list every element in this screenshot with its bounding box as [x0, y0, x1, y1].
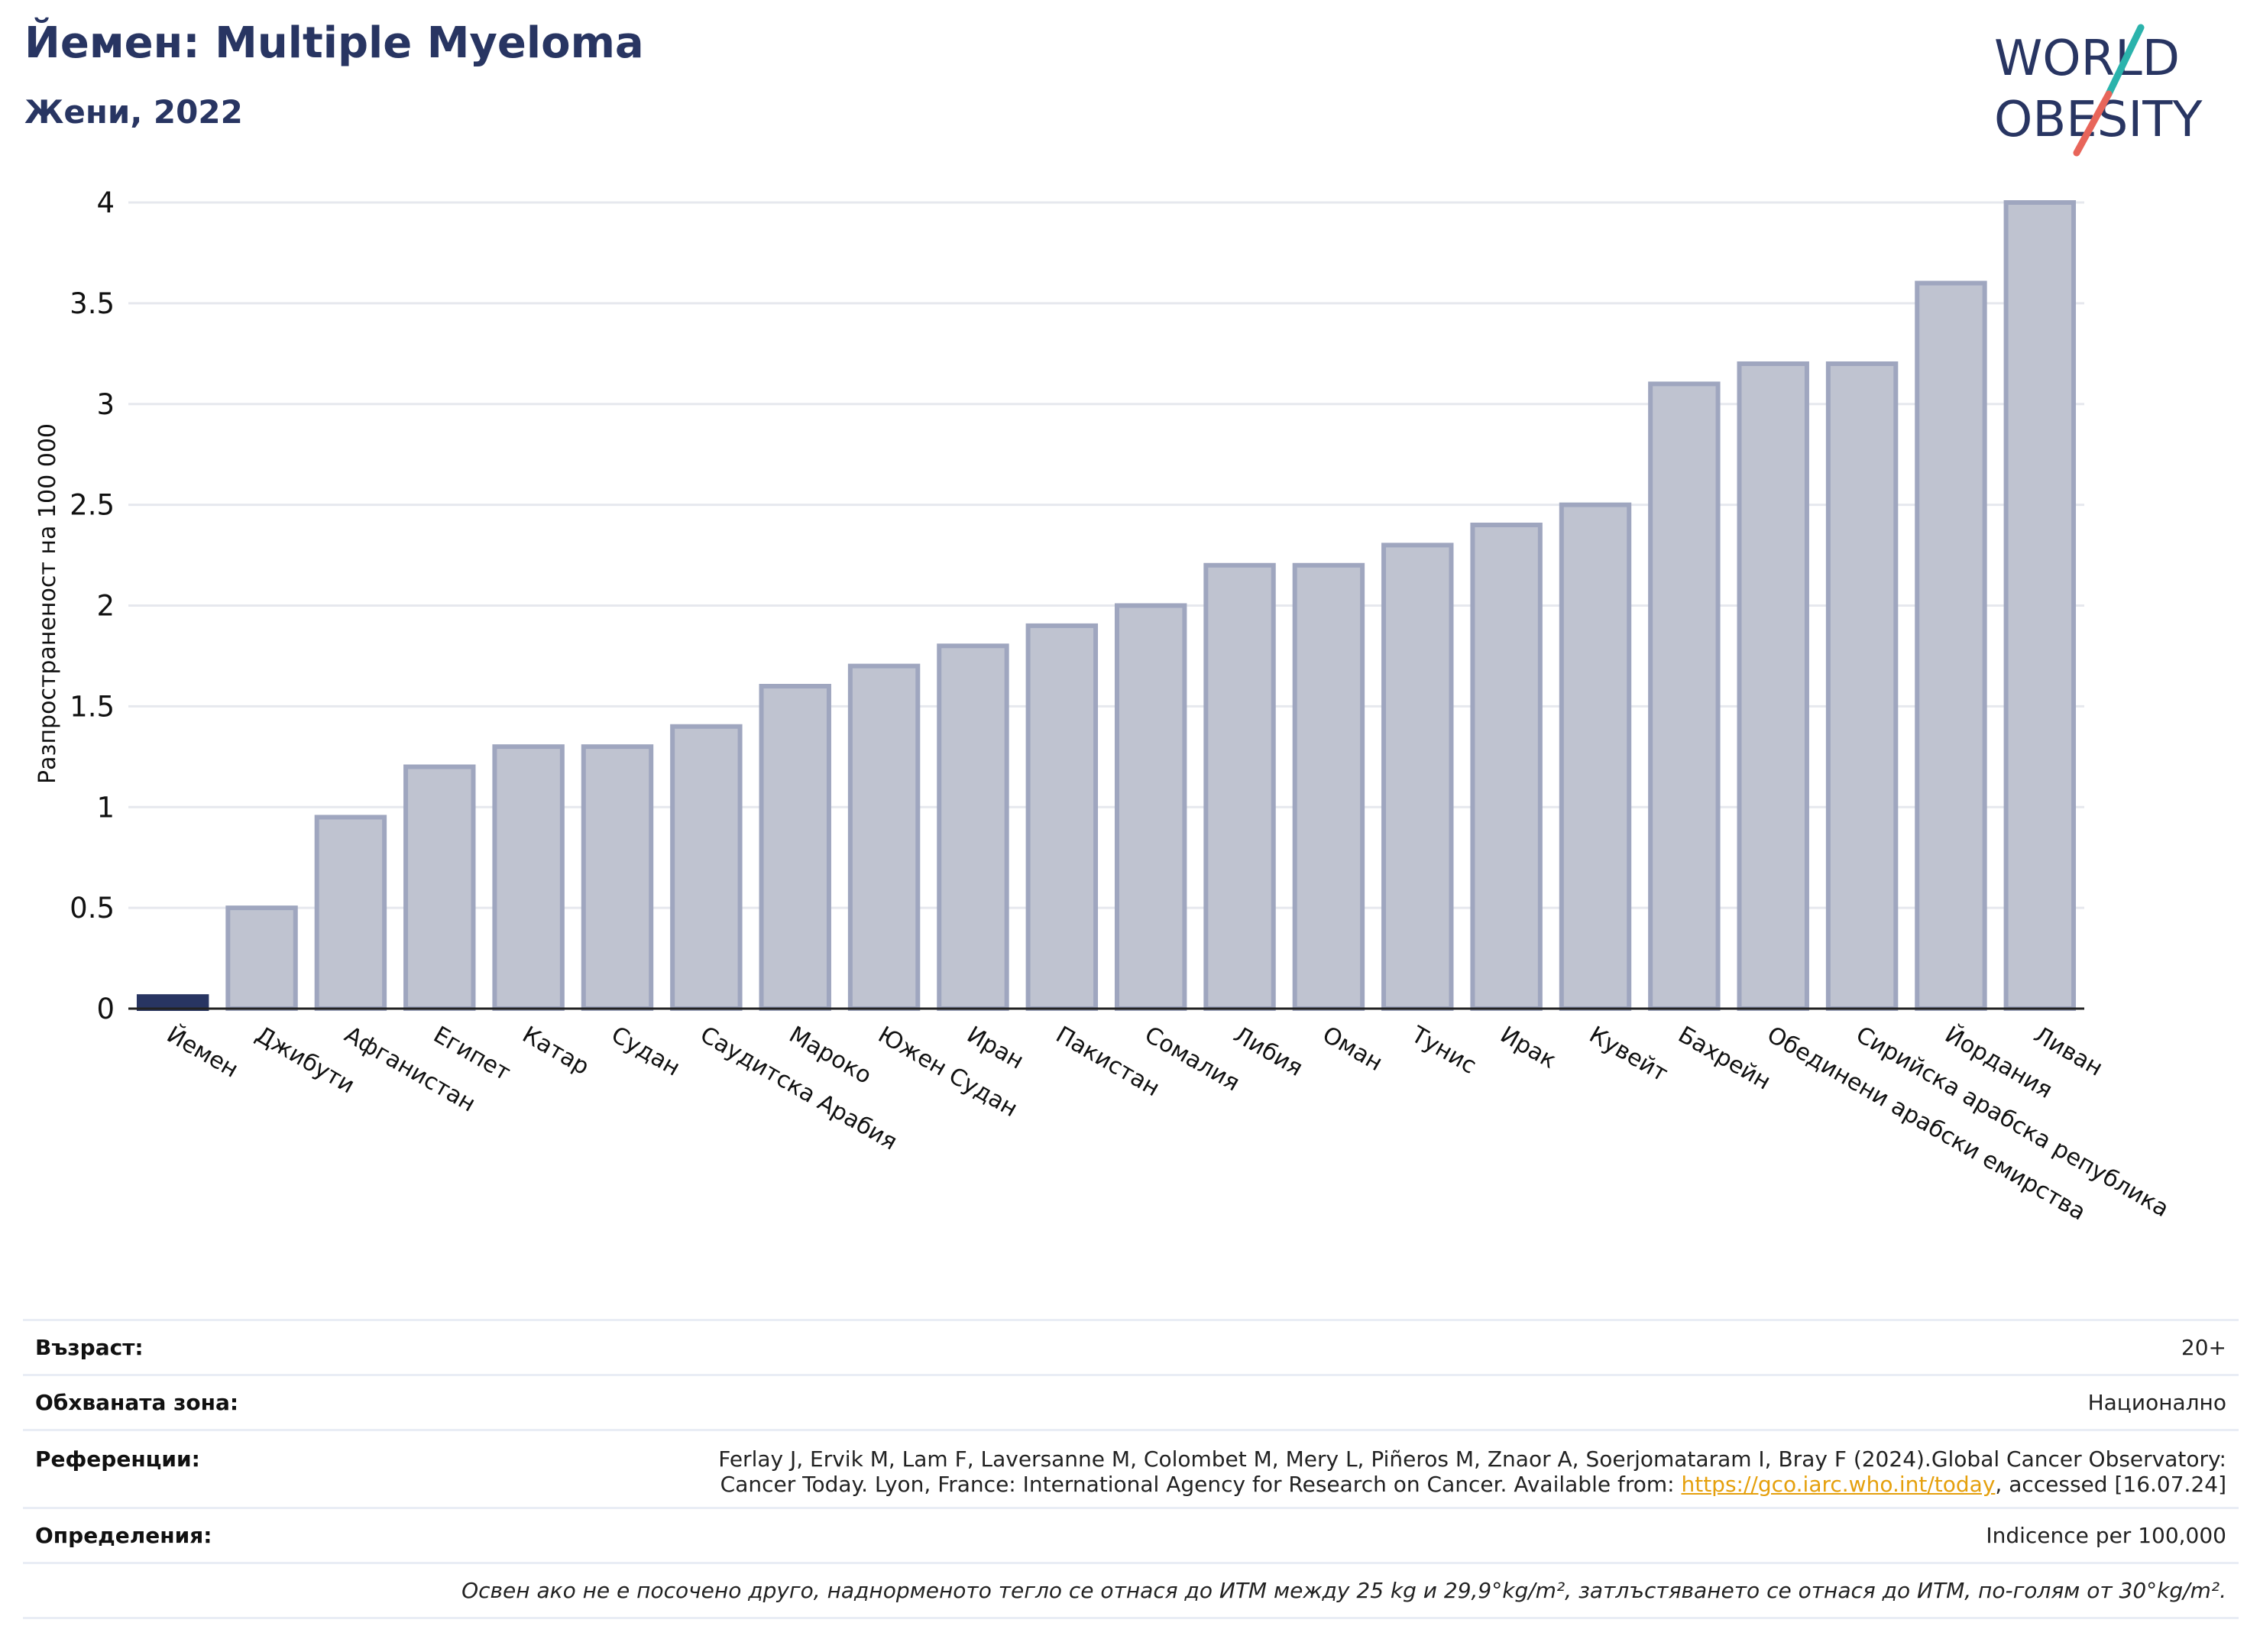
references-value: Ferlay J, Ervik M, Lam F, Laversanne M, …: [718, 1446, 2226, 1497]
x-tick-label: Ирак: [1496, 1022, 1561, 1074]
y-tick-label: 3: [96, 388, 115, 421]
bar: [1825, 361, 1899, 1011]
bar: [2003, 200, 2077, 1011]
x-tick-label: Йемен: [162, 1021, 243, 1084]
x-tick-label: Бахрейн: [1673, 1022, 1775, 1096]
bar: [314, 815, 387, 1011]
y-tick-label: 4: [96, 186, 115, 219]
bar: [1559, 502, 1632, 1011]
definitions-label: Определения:: [35, 1523, 212, 1548]
bar: [1025, 623, 1099, 1011]
references-label: Референции:: [35, 1446, 200, 1472]
x-tick-label: Кувейт: [1585, 1022, 1672, 1087]
info-row-references: Референции: Ferlay J, Ervik M, Lam F, La…: [23, 1431, 2239, 1509]
chart-subtitle: Жени, 2022: [24, 93, 243, 131]
note-text: Освен ако не е посочено друго, наднормен…: [461, 1578, 2226, 1603]
bar: [1203, 562, 1276, 1011]
bar: [492, 744, 565, 1011]
x-tick-label: Катар: [518, 1022, 594, 1081]
info-table: Възраст: 20+ Обхваната зона: Национално …: [23, 1319, 2239, 1619]
bar: [1292, 562, 1365, 1011]
y-tick-label: 1: [96, 791, 115, 824]
bar: [1114, 603, 1187, 1011]
y-tick-label: 3.5: [70, 287, 115, 320]
logo-word-world: WORLD: [1994, 31, 2180, 87]
y-tick-label: 0.5: [70, 892, 115, 925]
bar: [225, 905, 298, 1011]
references-line2-pre: Cancer Today. Lyon, France: Internationa…: [720, 1472, 1682, 1497]
bar: [403, 764, 476, 1011]
bar: [1915, 280, 1987, 1011]
area-value: Национално: [2087, 1390, 2226, 1415]
info-row-definitions: Определения: Indicence per 100,000: [23, 1509, 2239, 1564]
info-row-note: Освен ако не е посочено друго, наднормен…: [23, 1564, 2239, 1619]
y-tick-label: 0: [96, 993, 115, 1025]
bar: [1737, 361, 1809, 1011]
logo-slash-top: [2105, 24, 2145, 98]
age-value: 20+: [2181, 1335, 2226, 1360]
y-tick-label: 2: [96, 590, 115, 623]
bar: [937, 643, 1009, 1011]
references-line1: Ferlay J, Ervik M, Lam F, Laversanne M, …: [718, 1446, 2226, 1472]
bars: [136, 200, 2077, 1012]
logo-slash-bottom: [2073, 90, 2113, 157]
info-row-area: Обхваната зона: Национално: [23, 1376, 2239, 1431]
y-axis-label: Разпространеност на 100 000: [34, 423, 61, 784]
x-tick-label: Джибути: [251, 1022, 360, 1100]
age-label: Възраст:: [35, 1335, 144, 1360]
area-label: Обхваната зона:: [35, 1390, 239, 1415]
x-tick-label: Иран: [962, 1022, 1028, 1075]
bar: [847, 663, 921, 1011]
chart-title: Йемен: Multiple Myeloma: [24, 18, 644, 68]
bar: [136, 994, 209, 1012]
logo-word-obesity: OBESITY: [1994, 92, 2203, 148]
bar: [581, 744, 654, 1011]
bar: [1648, 381, 1721, 1011]
world-obesity-logo: WORLD OBESITY: [1994, 24, 2203, 157]
y-tick-label: 1.5: [70, 690, 115, 723]
x-tick-label: Тунис: [1406, 1021, 1481, 1080]
bar: [1470, 523, 1543, 1011]
bar: [1381, 543, 1454, 1011]
x-tick-label: Оман: [1318, 1022, 1387, 1077]
references-link[interactable]: https://gco.iarc.who.int/today: [1681, 1472, 1996, 1497]
y-tick-label: 2.5: [70, 489, 115, 522]
x-tick-label: Судан: [607, 1022, 685, 1082]
info-row-age: Възраст: 20+: [23, 1321, 2239, 1376]
bar: [759, 684, 831, 1011]
definitions-value: Indicence per 100,000: [1986, 1523, 2226, 1548]
bar: [670, 724, 743, 1011]
references-line2-post: , accessed [16.07.24]: [1995, 1472, 2226, 1497]
